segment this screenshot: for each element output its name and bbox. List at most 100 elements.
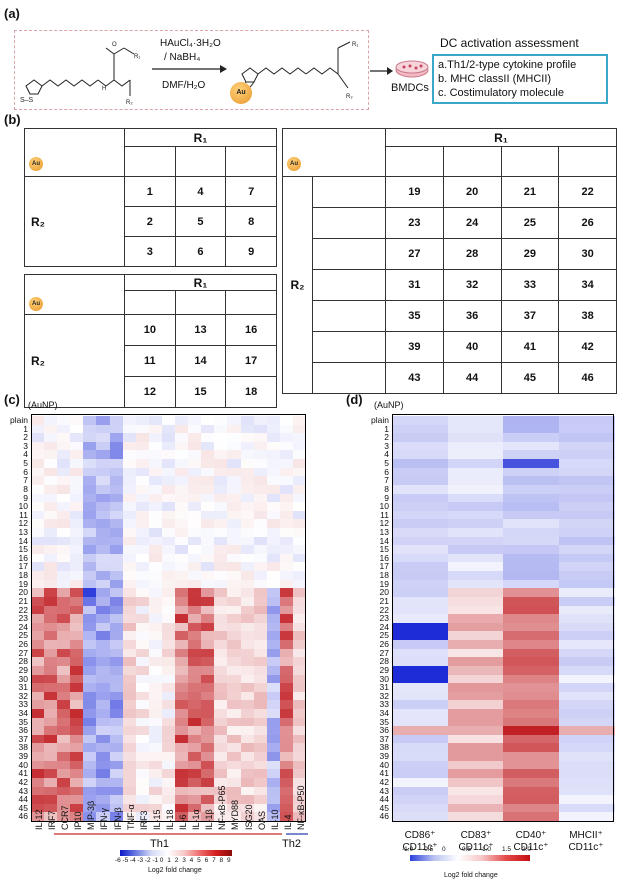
heatmap-c-cell xyxy=(44,777,58,788)
heatmap-c-cell xyxy=(109,450,124,460)
heatmap-c-cell xyxy=(253,734,268,744)
heatmap-c-cell xyxy=(201,571,215,581)
heatmap-c-cell xyxy=(109,562,124,572)
heatmap-c-cell xyxy=(266,777,281,788)
heatmap-c-cell xyxy=(175,812,189,822)
heatmap-d-cell xyxy=(503,657,559,667)
heatmap-c-cell xyxy=(266,614,281,624)
heatmap-c-cell xyxy=(240,484,255,495)
heatmap-c-cell xyxy=(161,691,176,701)
heatmap-c-cell xyxy=(96,700,111,710)
heatmap-c-cell xyxy=(227,743,242,753)
column-label: IL-1α xyxy=(191,809,202,830)
heatmap-c-cell xyxy=(31,683,45,693)
heatmap-c-cell xyxy=(44,691,58,701)
column-label: IL-4 xyxy=(282,814,293,830)
heatmap-c-cell xyxy=(253,743,268,753)
heatmap-c-cell xyxy=(83,553,97,563)
heatmap-c-cell xyxy=(70,441,84,451)
heatmap-c-cell xyxy=(292,519,307,529)
heatmap-c-cell xyxy=(227,579,242,589)
heatmap-d-cell xyxy=(392,622,448,632)
heatmap-c-cell xyxy=(201,588,215,598)
heatmap-c-cell xyxy=(201,467,215,477)
heatmap-c-cell xyxy=(148,726,163,736)
heatmap-c-cell xyxy=(44,708,58,719)
heatmap-c-cell xyxy=(188,760,202,770)
row-label: 6 xyxy=(23,466,28,477)
heatmap-d-cell xyxy=(447,657,504,667)
row-label: 44 xyxy=(18,794,28,805)
heatmap-d-column: CD83⁺ CD11c⁺ xyxy=(448,830,504,854)
row-label: 16 xyxy=(18,552,28,563)
compound-cell: 41 xyxy=(500,331,560,363)
heatmap-c-cell xyxy=(31,708,45,719)
heatmap-c-cell xyxy=(253,562,268,572)
heatmap-c-cell xyxy=(188,553,202,563)
heatmap-c-cell xyxy=(44,674,58,684)
heatmap-c-cell xyxy=(188,769,202,779)
heatmap-c-cell xyxy=(227,700,242,710)
heatmap-c-cell xyxy=(96,640,111,650)
row-label: 9 xyxy=(23,492,28,503)
heatmap-c-cell xyxy=(109,700,124,710)
compound-cell: 33 xyxy=(500,269,560,301)
heatmap-c-cell xyxy=(96,631,111,641)
heatmap-c-cell xyxy=(83,433,97,443)
heatmap-c-cell xyxy=(44,622,58,632)
heatmap-c-cell xyxy=(83,441,97,451)
heatmap-c-cell xyxy=(31,717,45,727)
colorbar-tick: 2 xyxy=(174,857,179,864)
compound-cell: 44 xyxy=(442,362,502,394)
heatmap-c xyxy=(31,416,307,822)
heatmap-c-cell xyxy=(44,510,58,520)
heatmap-c-cell xyxy=(57,553,71,563)
heatmap-c-cell xyxy=(161,760,176,770)
heatmap-c-cell xyxy=(31,700,45,710)
heatmap-d-cell xyxy=(558,726,615,736)
heatmap-c-cell xyxy=(83,416,97,426)
reaction-arrow xyxy=(152,65,227,73)
heatmap-c-cell xyxy=(253,726,268,736)
heatmap-d-cell xyxy=(503,648,559,658)
table-2: Au R₁ R₂ 10 13 16 11 14 17 12 15 18 xyxy=(24,274,277,408)
heatmap-c-cell xyxy=(57,803,71,813)
heatmap-c-cell xyxy=(266,657,281,667)
heatmap-d-cell xyxy=(392,562,448,572)
heatmap-c-cell xyxy=(214,665,228,675)
heatmap-c-cell xyxy=(57,493,71,503)
heatmap-c-cell xyxy=(266,502,281,512)
heatmap-d-cell xyxy=(392,734,448,744)
heatmap-c-cell xyxy=(188,700,202,710)
heatmap-c-cell xyxy=(175,545,189,555)
heatmap-c-cell xyxy=(279,545,294,555)
heatmap-c-cell xyxy=(70,493,84,503)
heatmap-d-cell xyxy=(392,433,448,443)
colorbar-tick: -1.0 xyxy=(402,846,414,853)
assessment-item: a.Th1/2-type cytokine profile xyxy=(438,59,577,71)
row-label: 2 xyxy=(23,432,28,443)
heatmap-c-cell xyxy=(109,424,124,434)
heatmap-d-cell xyxy=(503,700,559,710)
heatmap-c-cell xyxy=(122,614,137,624)
heatmap-c-cell xyxy=(253,803,268,813)
heatmap-d-cell xyxy=(503,726,559,736)
column-sublabel: CD11c⁺ xyxy=(568,842,604,853)
compound-cell: 45 xyxy=(500,362,560,394)
heatmap-c-cell xyxy=(279,467,294,477)
column-label: ISG20 xyxy=(243,804,254,830)
heatmap-c-cell xyxy=(31,752,45,762)
heatmap-c-cell xyxy=(83,803,97,813)
row-label: 36 xyxy=(18,725,28,736)
row-label: 8 xyxy=(23,483,28,494)
heatmap-c-cell xyxy=(201,786,215,796)
heatmap-c-cell xyxy=(83,631,97,641)
row-label: 33 xyxy=(379,699,389,710)
heatmap-c-cell xyxy=(44,553,58,563)
heatmap-c-cell xyxy=(96,416,111,426)
heatmap-c-cell xyxy=(279,631,294,641)
heatmap-c-cell xyxy=(31,614,45,624)
heatmap-c-cell xyxy=(44,795,58,805)
heatmap-c-cell xyxy=(57,700,71,710)
heatmap-d-cell xyxy=(392,588,448,598)
